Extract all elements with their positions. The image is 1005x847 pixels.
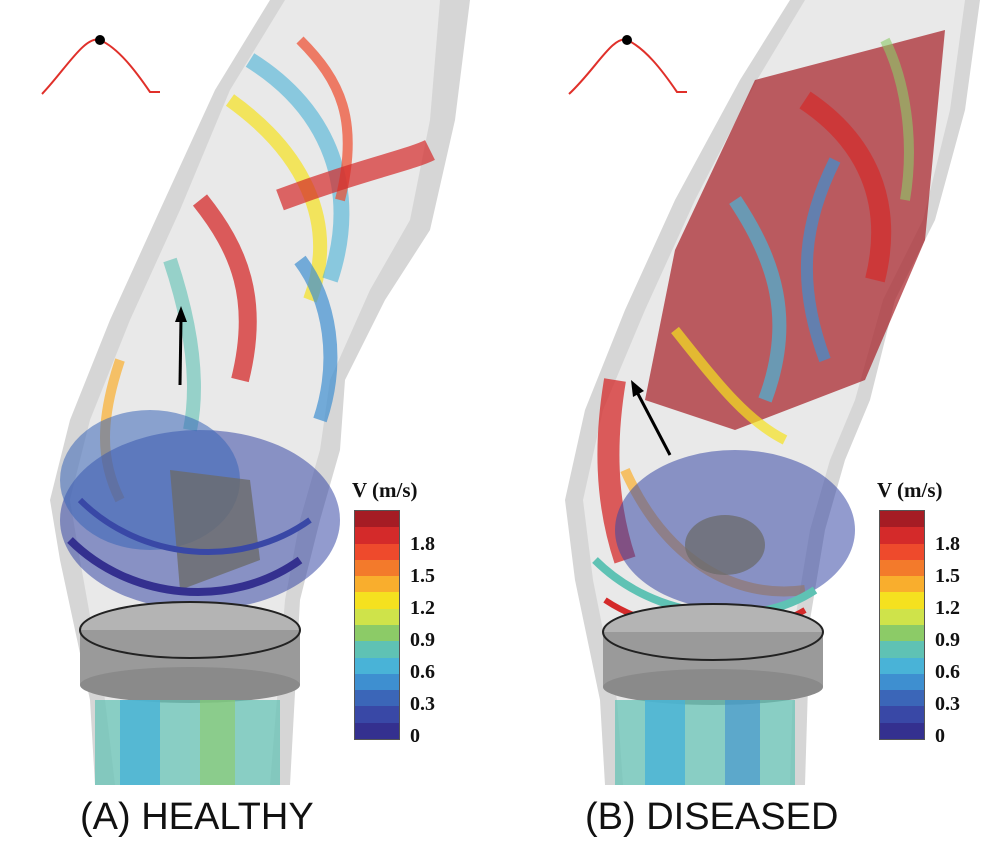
legend-tick: 0.9 [935,629,960,651]
diseased-panel: V (m/s) 1.8 1.5 1.2 0.9 0.6 0.3 0 [505,0,1005,785]
legend-tick: 1.2 [935,597,960,619]
legend-tick: 0 [935,725,945,747]
streamlines-upper [597,30,945,597]
healthy-panel: V (m/s) 1.8 1.5 1.2 0.9 0.6 0.3 0 [0,0,500,785]
legend-tick: 1.5 [410,565,435,587]
cardiac-cycle-indicator [568,35,687,95]
legend-tick: 1.2 [410,597,435,619]
velocity-legend: V (m/s) 1.8 1.5 1.2 0.9 0.6 0.3 0 [352,478,500,768]
color-scale-bar [354,510,400,740]
outflow-streamlines [95,700,280,785]
caption-diseased: (B) DISEASED [585,796,839,838]
legend-tick: 0.6 [410,661,435,683]
legend-title: V (m/s) [352,478,418,502]
color-scale-bar [879,510,925,740]
stent-ring [602,603,824,705]
black-arrow [175,306,187,386]
caption-healthy: (A) HEALTHY [80,796,314,838]
black-arrow [631,380,672,456]
legend-tick: 0.3 [935,693,960,715]
legend-tick: 0.9 [410,629,435,651]
velocity-legend: V (m/s) 1.8 1.5 1.2 0.9 0.6 0.3 0 [877,478,1005,768]
streamlines-lower [60,410,340,610]
legend-title: V (m/s) [877,478,943,502]
legend-tick: 0.6 [935,661,960,683]
legend-tick: 0 [410,725,420,747]
legend-tick: 1.8 [935,533,960,555]
legend-tick: 1.8 [410,533,435,555]
stent-ring [79,601,301,703]
legend-tick: 0.3 [410,693,435,715]
outflow-streamlines [615,700,795,785]
diseased-flow-visualization [565,0,980,785]
cardiac-cycle-indicator [41,35,160,95]
streamlines-upper [100,36,435,503]
healthy-flow-visualization [41,0,470,785]
legend-tick: 1.5 [935,565,960,587]
